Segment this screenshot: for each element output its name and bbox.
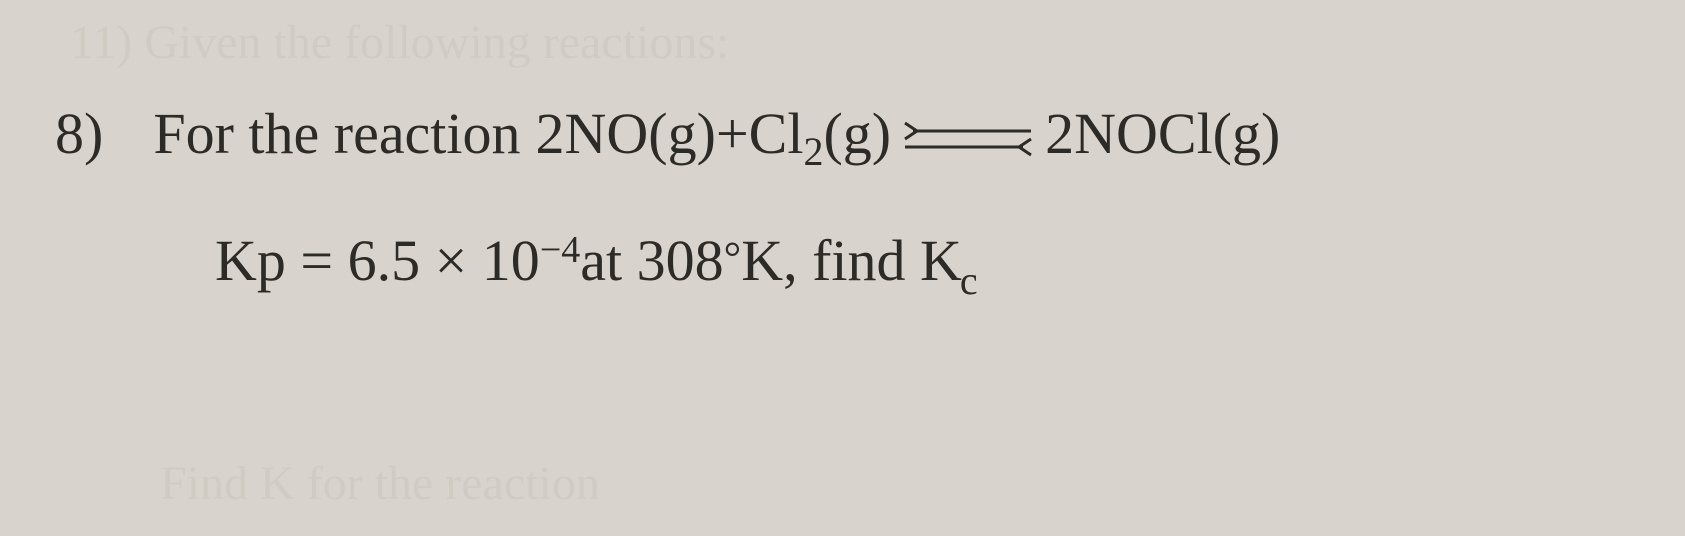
reactant-2-subscript: 2: [803, 128, 823, 175]
chemical-equation: 2NO(g) + Cl 2 (g) 2NOCl(g): [536, 100, 1281, 167]
problem-line-2: Kp = 6.5 × 10 −4 at 308 ° K, find K c: [55, 227, 1685, 294]
ghost-text-top: 11) Given the following reactions:: [70, 15, 729, 70]
prompt-text: For the reaction: [153, 100, 520, 167]
exponent: −4: [540, 228, 580, 272]
problem-number: 8): [55, 100, 103, 167]
problem-line-1: 8) For the reaction 2NO(g) + Cl 2 (g) 2N…: [55, 100, 1685, 167]
at-temperature: at 308: [580, 227, 723, 294]
plus-sign: +: [716, 100, 749, 167]
reactant-1: 2NO(g): [536, 100, 716, 167]
kp-expression: Kp = 6.5 × 10: [215, 227, 540, 294]
degree-symbol: °: [724, 232, 742, 283]
subscript-c: c: [960, 257, 978, 304]
equilibrium-arrows-icon: [903, 117, 1033, 161]
product: 2NOCl(g): [1045, 100, 1280, 167]
reactant-2-state: (g): [823, 100, 891, 167]
reactant-2-base: Cl: [749, 100, 804, 167]
kelvin-find-k: K, find K: [741, 227, 962, 294]
ghost-text-bottom: Find K for the reaction: [160, 456, 600, 511]
